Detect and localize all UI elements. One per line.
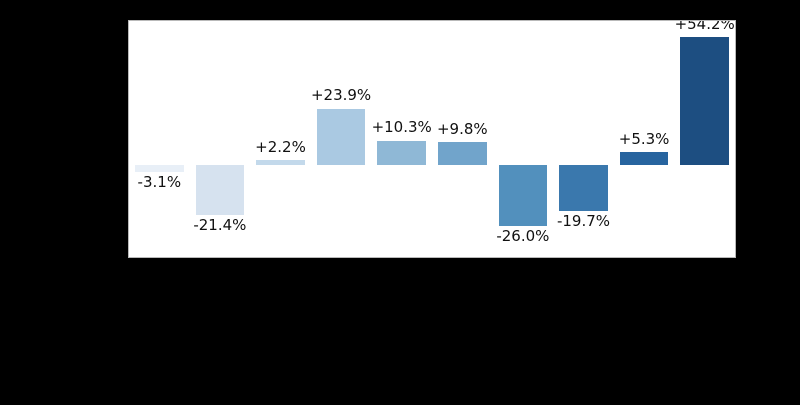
bar-9 (619, 152, 669, 165)
bar-label-8: -19.7% (556, 212, 611, 231)
bar-10 (680, 37, 729, 165)
bar-6 (438, 141, 487, 165)
bar-3 (256, 159, 305, 165)
bar-4 (316, 108, 366, 165)
bar-label-6: +9.8% (436, 119, 488, 138)
bar-5 (377, 140, 426, 165)
bar-label-3: +2.2% (255, 137, 306, 156)
bar-label-5: +10.3% (371, 118, 432, 137)
bar-label-10: +54.2% (674, 20, 735, 33)
bar-label-1: -3.1% (137, 173, 182, 192)
bar-7 (498, 164, 548, 227)
bar-8 (559, 164, 608, 212)
bar-label-7: -26.0% (496, 227, 550, 246)
bar-1 (135, 164, 184, 173)
bar-label-9: +5.3% (618, 130, 670, 149)
bar-label-4: +23.9% (310, 86, 372, 105)
plot-area: -3.1% -21.4% +2.2% +23.9% +10.3% +9.8% -26.0% -… (128, 20, 736, 258)
bar-2 (195, 164, 245, 216)
bar-label-2: -21.4% (193, 216, 247, 235)
